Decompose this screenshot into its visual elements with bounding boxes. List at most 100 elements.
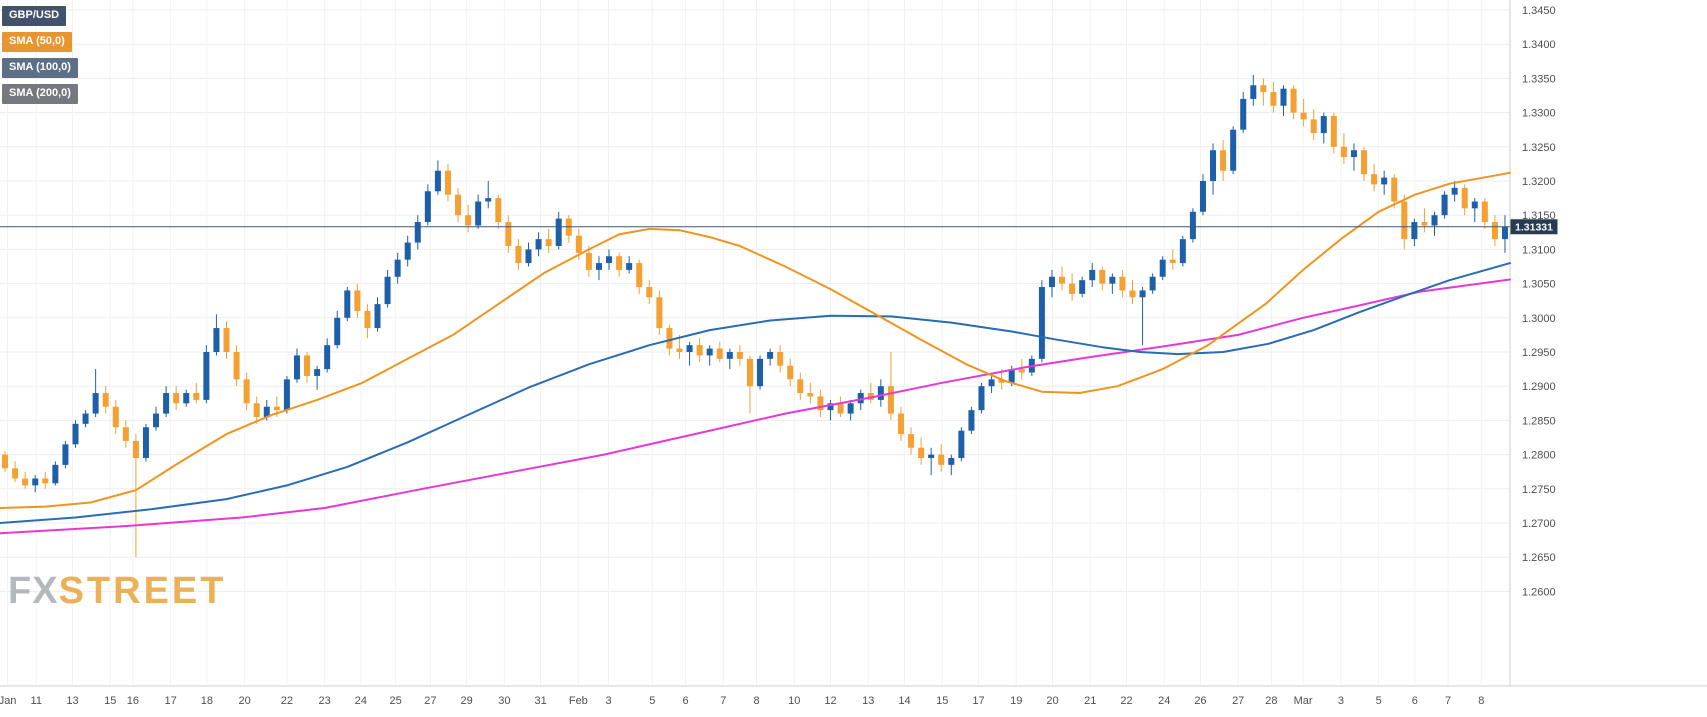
candle-body [1280, 88, 1287, 106]
candle-body [1481, 201, 1488, 223]
candle-body [988, 379, 995, 387]
candle-body [384, 276, 391, 305]
x-grid-and-labels: Jan 11 13 15 16 17 18 20 22 23 24 25 27 29 30 31 Feb 3 5 6 7… [0, 0, 1484, 707]
x-axis-label: 14 [898, 695, 910, 707]
candle-body [1008, 369, 1015, 383]
candle-body [978, 386, 985, 411]
x-axis-label: 6 [682, 695, 688, 707]
candle-body [1109, 276, 1116, 284]
legend-sma200-badge[interactable]: SMA (200,0) [2, 84, 78, 104]
candle-body [1461, 187, 1468, 209]
y-axis-label: 1.3250 [1522, 142, 1556, 154]
fxstreet-logo-street: STREET [58, 570, 227, 612]
candle-body [122, 427, 129, 441]
legend-sma100-badge[interactable]: SMA (100,0) [2, 58, 78, 78]
candle-body [344, 290, 351, 318]
x-axis-label: 7 [1445, 695, 1451, 707]
candle-body [928, 454, 935, 459]
candle-body [827, 403, 834, 411]
x-axis-label: 15 [936, 695, 948, 707]
x-axis-label: 15 [104, 695, 116, 707]
candles-layer [2, 74, 1508, 558]
candle-body [394, 259, 401, 277]
candle-body [273, 406, 280, 411]
x-axis-label: 8 [753, 695, 759, 707]
sma-200-line [0, 278, 1511, 535]
x-axis-label: 27 [1232, 695, 1244, 707]
candle-body [575, 235, 582, 253]
candle-body [1139, 290, 1146, 298]
x-axis-label: 25 [389, 695, 401, 707]
candle-body [837, 403, 844, 414]
candle-body [42, 478, 49, 484]
candle-body [1300, 112, 1307, 120]
x-axis-label: 17 [972, 695, 984, 707]
candle-body [877, 386, 884, 400]
sma-50-line [0, 171, 1511, 509]
x-axis-label: 13 [66, 695, 78, 707]
candle-body [1451, 187, 1458, 195]
candle-body [746, 358, 753, 387]
candle-body [857, 393, 864, 404]
candle-body [1501, 226, 1508, 240]
candle-body [535, 239, 542, 250]
candle-body [1240, 98, 1247, 130]
y-axis-label: 1.2700 [1522, 518, 1556, 530]
x-axis-label: 20 [1046, 695, 1058, 707]
candle-body [1069, 283, 1076, 294]
x-axis-label: 8 [1478, 695, 1484, 707]
candle-body [958, 430, 965, 459]
candle-body [666, 328, 673, 349]
candle-body [1361, 150, 1368, 175]
candle-body [92, 393, 99, 414]
candle-body [112, 406, 119, 428]
candle-body [1129, 290, 1136, 298]
candle-body [293, 355, 300, 380]
candle-body [525, 249, 532, 264]
x-axis-label: 5 [649, 695, 655, 707]
candle-body [233, 352, 240, 380]
candle-body [444, 170, 451, 195]
candle-body [1250, 85, 1257, 99]
x-axis-label: 13 [862, 695, 874, 707]
candle-body [22, 478, 29, 486]
candle-body [696, 345, 703, 356]
y-axis-label: 1.2850 [1522, 415, 1556, 427]
y-axis-label: 1.3050 [1522, 279, 1556, 291]
candle-body [193, 393, 200, 400]
fxstreet-logo-fx: FX [8, 570, 59, 612]
candle-body [1089, 269, 1096, 281]
x-axis-label: 10 [788, 695, 800, 707]
candle-body [465, 215, 472, 226]
candle-body [455, 194, 462, 216]
candle-body [736, 352, 743, 359]
x-axis-label: 18 [201, 695, 213, 707]
candle-body [163, 393, 170, 414]
candle-body [968, 410, 975, 431]
candle-body [646, 287, 653, 298]
candle-body [203, 352, 210, 400]
candle-body [636, 263, 643, 288]
candle-body [1230, 129, 1237, 171]
candle-body [807, 393, 814, 397]
x-axis-label: Feb [569, 695, 588, 707]
x-axis-label: 3 [605, 695, 611, 707]
candle-body [1119, 276, 1126, 291]
sma-100-line [0, 262, 1511, 524]
x-axis-label: 22 [281, 695, 293, 707]
candle-body [1391, 177, 1398, 202]
x-axis-label: 6 [1412, 695, 1418, 707]
legend-sma50-badge[interactable]: SMA (50,0) [2, 32, 72, 52]
candle-body [1381, 177, 1388, 185]
candle-body [304, 355, 311, 376]
candle-body [716, 348, 723, 359]
candle-body [1471, 201, 1478, 209]
candle-body [102, 393, 109, 407]
fxstreet-logo: FXSTREET [8, 572, 226, 610]
candle-body [1048, 276, 1055, 288]
legend-symbol-badge[interactable]: GBP/USD [2, 6, 67, 26]
candle-body [1199, 181, 1206, 212]
candle-body [1018, 369, 1025, 373]
